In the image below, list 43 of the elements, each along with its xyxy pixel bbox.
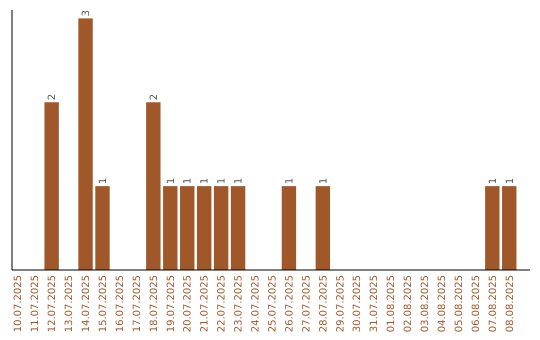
data-label: 1 xyxy=(182,178,194,184)
x-tick-label: 01.08.2025 xyxy=(386,275,398,332)
x-tick-label: 24.07.2025 xyxy=(250,275,262,332)
data-label: 1 xyxy=(318,178,330,184)
data-label: 1 xyxy=(200,178,211,184)
data-label: 1 xyxy=(488,178,499,184)
data-label: 2 xyxy=(148,94,160,100)
x-tick-label: 14.07.2025 xyxy=(81,275,92,332)
x-tick-label: 12.07.2025 xyxy=(47,275,58,332)
x-tick-label: 20.07.2025 xyxy=(182,275,194,332)
x-tick-label: 23.07.2025 xyxy=(234,275,245,332)
x-tick-label: 08.08.2025 xyxy=(504,275,516,332)
x-tick-label: 29.07.2025 xyxy=(335,275,346,332)
x-tick-label: 28.07.2025 xyxy=(318,275,330,332)
x-tick-label: 15.07.2025 xyxy=(98,275,109,332)
x-tick-label: 07.08.2025 xyxy=(488,275,499,332)
data-label: 1 xyxy=(98,178,109,184)
x-tick-label: 18.07.2025 xyxy=(148,275,160,332)
data-label: 1 xyxy=(216,178,228,184)
data-label: 2 xyxy=(47,94,58,100)
data-label: 1 xyxy=(166,178,177,184)
x-tick-label: 26.07.2025 xyxy=(284,275,296,332)
data-label: 1 xyxy=(284,178,296,184)
x-tick-label: 22.07.2025 xyxy=(216,275,228,332)
x-tick-label: 27.07.2025 xyxy=(301,275,312,332)
x-tick-label: 31.07.2025 xyxy=(369,275,380,332)
x-tick-label: 05.08.2025 xyxy=(454,275,465,332)
x-tick-label: 19.07.2025 xyxy=(166,275,177,332)
x-tick-label: 04.08.2025 xyxy=(436,275,448,332)
x-tick-label: 13.07.2025 xyxy=(64,275,76,332)
x-tick-label: 30.07.2025 xyxy=(352,275,364,332)
x-tick-label: 17.07.2025 xyxy=(132,275,143,332)
x-tick-label: 16.07.2025 xyxy=(114,275,126,332)
x-tick-label: 25.07.2025 xyxy=(267,275,278,332)
x-tick-label: 10.07.2025 xyxy=(13,275,24,332)
x-tick-label: 06.08.2025 xyxy=(470,275,482,332)
x-tick-label: 02.08.2025 xyxy=(403,275,414,332)
x-tick-label: 03.08.2025 xyxy=(420,275,432,332)
x-tick-label: 21.07.2025 xyxy=(200,275,211,332)
data-label: 1 xyxy=(504,178,516,184)
data-label: 1 xyxy=(234,178,245,184)
data-label: 3 xyxy=(81,10,92,16)
x-tick-label: 11.07.2025 xyxy=(30,275,42,332)
